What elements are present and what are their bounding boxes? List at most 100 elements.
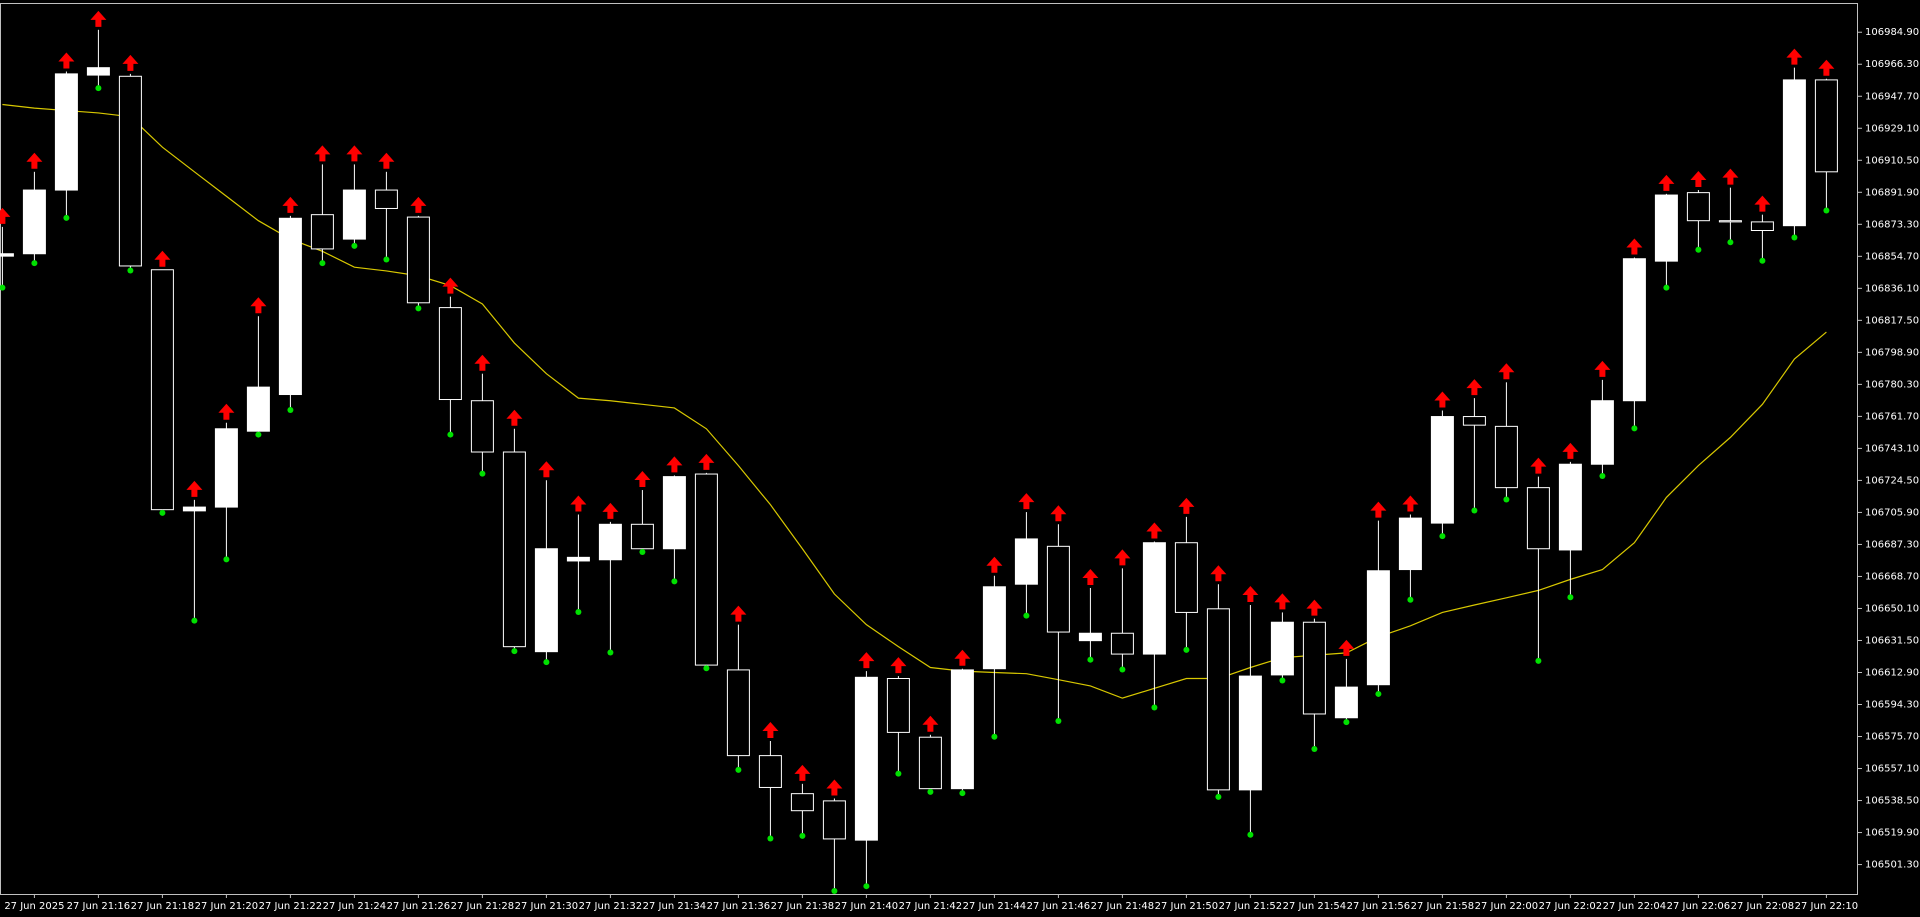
x-tick-label: 27 Jun 21:26 bbox=[387, 901, 451, 912]
x-tick-label: 27 Jun 21:38 bbox=[771, 901, 835, 912]
low-dot bbox=[479, 470, 486, 477]
candle-body bbox=[534, 548, 558, 653]
high-arrow bbox=[1178, 497, 1195, 514]
low-dot bbox=[31, 260, 38, 267]
moving-average-line bbox=[2, 103, 1827, 699]
high-arrow bbox=[1530, 457, 1547, 474]
y-tick-label: 106538.50 bbox=[1865, 796, 1919, 807]
high-arrow bbox=[474, 354, 491, 371]
low-dot bbox=[735, 766, 742, 773]
y-tick-label: 106929.10 bbox=[1865, 123, 1919, 134]
low-dot bbox=[1311, 746, 1318, 753]
low-dot bbox=[1215, 793, 1222, 800]
low-dot bbox=[1695, 246, 1702, 253]
candle-body bbox=[1366, 570, 1390, 686]
low-dot bbox=[159, 509, 166, 516]
candle-body bbox=[374, 189, 398, 209]
low-dot bbox=[511, 648, 518, 655]
x-tick-label: 27 Jun 21:42 bbox=[899, 901, 963, 912]
low-dot bbox=[1631, 425, 1638, 432]
candle-body bbox=[950, 669, 974, 790]
x-tick-label: 27 Jun 21:54 bbox=[1283, 901, 1347, 912]
low-dot bbox=[959, 790, 966, 797]
low-dot bbox=[543, 659, 550, 666]
candle-body bbox=[1494, 425, 1518, 489]
high-arrow bbox=[314, 145, 331, 162]
low-dot bbox=[1727, 239, 1734, 246]
high-arrow bbox=[506, 409, 523, 426]
high-arrow bbox=[1818, 59, 1835, 76]
high-arrow bbox=[1114, 549, 1131, 566]
high-arrow bbox=[1754, 195, 1771, 212]
candle-body bbox=[182, 506, 206, 512]
high-arrow bbox=[346, 145, 363, 162]
candle-body bbox=[1334, 686, 1358, 719]
low-dot bbox=[1247, 831, 1254, 838]
low-dot bbox=[1151, 704, 1158, 711]
low-dot bbox=[991, 733, 998, 740]
high-arrow bbox=[1594, 360, 1611, 377]
candle-body bbox=[214, 428, 238, 508]
candle-body bbox=[438, 307, 462, 401]
low-dot bbox=[383, 256, 390, 263]
high-arrow bbox=[922, 715, 939, 732]
candle-body bbox=[470, 400, 494, 453]
high-arrow bbox=[58, 52, 75, 69]
y-tick-label: 106612.90 bbox=[1865, 667, 1919, 678]
candle-body bbox=[886, 678, 910, 733]
y-tick-label: 106761.70 bbox=[1865, 411, 1919, 422]
candle-body bbox=[246, 386, 270, 432]
x-tick-label: 27 Jun 22:10 bbox=[1795, 901, 1859, 912]
y-tick-label: 106631.50 bbox=[1865, 635, 1919, 646]
candle-body bbox=[278, 217, 302, 396]
high-arrow bbox=[1146, 522, 1163, 539]
x-tick-label: 27 Jun 21:48 bbox=[1091, 901, 1155, 912]
low-dot bbox=[1791, 234, 1798, 241]
y-tick-label: 106854.70 bbox=[1865, 251, 1919, 262]
low-dot bbox=[127, 267, 134, 274]
high-arrow bbox=[1690, 171, 1707, 188]
candle-body bbox=[86, 67, 110, 76]
candle-body bbox=[310, 214, 334, 250]
y-tick-label: 106873.30 bbox=[1865, 219, 1919, 230]
x-tick-label: 27 Jun 22:06 bbox=[1667, 901, 1731, 912]
y-tick-label: 106557.10 bbox=[1865, 764, 1919, 775]
low-dot bbox=[1087, 656, 1094, 663]
low-dot bbox=[287, 406, 294, 413]
candle-body bbox=[150, 269, 174, 511]
low-dot bbox=[863, 883, 870, 890]
y-tick-label: 106984.90 bbox=[1865, 27, 1919, 38]
candle-body bbox=[982, 586, 1006, 670]
high-arrow bbox=[1626, 238, 1643, 255]
x-tick-label: 27 Jun 21:22 bbox=[259, 901, 323, 912]
candle-body bbox=[1782, 79, 1806, 227]
y-tick-label: 106947.70 bbox=[1865, 91, 1919, 102]
candle-body bbox=[1078, 632, 1102, 642]
x-tick-label: 27 Jun 22:02 bbox=[1539, 901, 1603, 912]
y-tick-label: 106780.30 bbox=[1865, 379, 1919, 390]
candle-body bbox=[1558, 463, 1582, 551]
low-dot bbox=[1119, 666, 1126, 673]
low-dot bbox=[895, 770, 902, 777]
candle-body bbox=[1014, 538, 1038, 585]
x-tick-label: 27 Jun 21:32 bbox=[579, 901, 643, 912]
candle-body bbox=[1430, 416, 1454, 524]
low-dot bbox=[1471, 507, 1478, 514]
y-tick-label: 106966.30 bbox=[1865, 59, 1919, 70]
x-tick-label: 27 Jun 21:18 bbox=[131, 901, 195, 912]
x-tick-label: 27 Jun 21:28 bbox=[451, 901, 515, 912]
high-arrow bbox=[410, 196, 427, 213]
candle-body bbox=[1206, 608, 1230, 791]
y-tick-label: 106705.90 bbox=[1865, 507, 1919, 518]
high-arrow bbox=[250, 297, 267, 314]
high-arrow bbox=[538, 461, 555, 478]
candle-body bbox=[22, 189, 46, 255]
candle-body bbox=[54, 73, 78, 191]
candle-body bbox=[1686, 192, 1710, 222]
low-dot bbox=[1439, 533, 1446, 540]
high-arrow bbox=[186, 480, 203, 497]
low-dot bbox=[415, 305, 422, 312]
low-dot bbox=[63, 214, 70, 221]
y-tick-label: 106836.10 bbox=[1865, 283, 1919, 294]
low-dot bbox=[319, 260, 326, 267]
